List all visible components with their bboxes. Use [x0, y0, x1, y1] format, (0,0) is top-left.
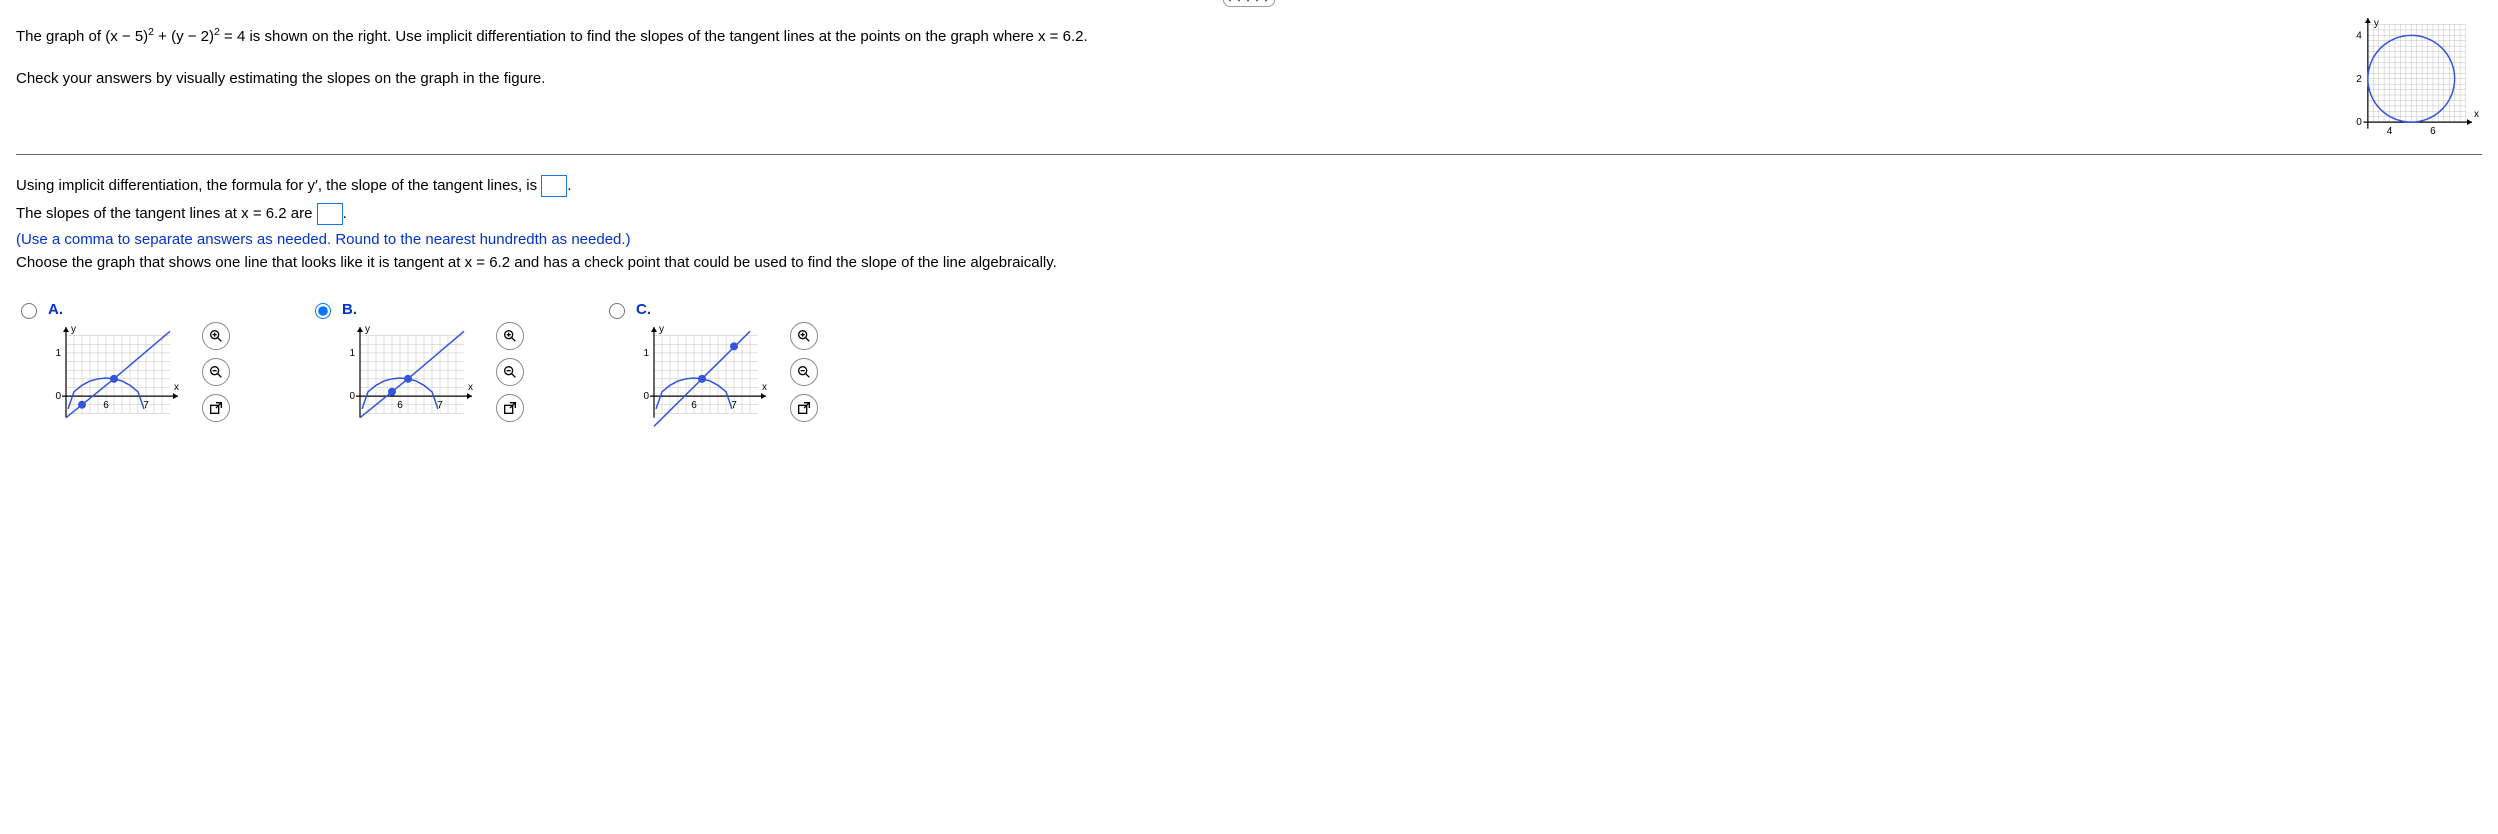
graph-tools — [202, 322, 230, 422]
choice-B: B. 6 7 0 1 x y — [310, 301, 524, 432]
choice-graph: 6 7 0 1 x y — [342, 322, 482, 432]
zoom-out-button[interactable] — [496, 358, 524, 386]
popout-icon — [796, 400, 812, 416]
svg-text:x: x — [762, 382, 767, 393]
svg-text:x: x — [174, 382, 179, 393]
zoom-in-icon — [502, 328, 518, 344]
svg-text:1: 1 — [349, 348, 355, 359]
svg-text:4: 4 — [2387, 126, 2393, 137]
zoom-out-button[interactable] — [202, 358, 230, 386]
svg-text:0: 0 — [349, 391, 355, 402]
svg-text:1: 1 — [643, 348, 649, 359]
svg-text:6: 6 — [397, 400, 403, 411]
svg-text:4: 4 — [2356, 30, 2362, 41]
zoom-out-icon — [796, 364, 812, 380]
zoom-in-button[interactable] — [202, 322, 230, 350]
choice-label: C. — [636, 301, 818, 318]
q-line1-mid: + (y − 2) — [154, 28, 214, 45]
question-header: The graph of (x − 5)2 + (y − 2)2 = 4 is … — [16, 8, 2482, 138]
choices-container: A. 6 7 0 1 x y B. 6 7 0 1 x y C. 6 7 0 1 x y — [16, 301, 2482, 432]
svg-text:6: 6 — [691, 400, 697, 411]
q-line1-post: = 4 is shown on the right. Use implicit … — [220, 28, 1088, 45]
popout-button[interactable] — [790, 394, 818, 422]
choice-graph: 6 7 0 1 x y — [636, 322, 776, 432]
divider-handle-icon[interactable]: • • • • • — [1223, 0, 1275, 7]
choice-C: C. 6 7 0 1 x y — [604, 301, 818, 432]
slopes-input[interactable] — [317, 203, 343, 225]
svg-text:x: x — [468, 382, 473, 393]
main-circle-graph: 4 6 0 2 4 x y — [2352, 8, 2482, 138]
yprime-input[interactable] — [541, 175, 567, 197]
graph-tools — [790, 322, 818, 422]
svg-text:y: y — [71, 324, 76, 335]
zoom-out-icon — [502, 364, 518, 380]
svg-text:y: y — [659, 324, 664, 335]
svg-text:7: 7 — [437, 400, 443, 411]
choice-radio-B[interactable] — [315, 303, 331, 319]
svg-text:6: 6 — [2430, 126, 2436, 137]
choice-label: A. — [48, 301, 230, 318]
q-line2: Check your answers by visually estimatin… — [16, 65, 2352, 92]
zoom-out-icon — [208, 364, 224, 380]
svg-text:0: 0 — [2356, 117, 2362, 128]
graph-tools — [496, 322, 524, 422]
svg-text:0: 0 — [55, 391, 61, 402]
svg-text:1: 1 — [55, 348, 61, 359]
answers-section: Using implicit differentiation, the form… — [16, 175, 2482, 432]
popout-icon — [208, 400, 224, 416]
zoom-out-button[interactable] — [790, 358, 818, 386]
svg-text:6: 6 — [103, 400, 109, 411]
choice-radio-C[interactable] — [609, 303, 625, 319]
svg-text:2: 2 — [2356, 74, 2362, 85]
rounding-note: (Use a comma to separate answers as need… — [16, 231, 2482, 248]
prompt2-pre: The slopes of the tangent lines at x = 6… — [16, 205, 317, 222]
svg-text:0: 0 — [643, 391, 649, 402]
prompt1-pre: Using implicit differentiation, the form… — [16, 177, 541, 194]
choice-label: B. — [342, 301, 524, 318]
svg-text:y: y — [365, 324, 370, 335]
choice-radio-A[interactable] — [21, 303, 37, 319]
question-text: The graph of (x − 5)2 + (y − 2)2 = 4 is … — [16, 8, 2352, 107]
svg-text:7: 7 — [143, 400, 149, 411]
popout-icon — [502, 400, 518, 416]
zoom-in-button[interactable] — [790, 322, 818, 350]
prompt3: Choose the graph that shows one line tha… — [16, 254, 2482, 271]
section-divider — [16, 154, 2482, 155]
svg-text:x: x — [2474, 109, 2479, 120]
zoom-in-button[interactable] — [496, 322, 524, 350]
svg-text:y: y — [2374, 18, 2379, 29]
zoom-in-icon — [208, 328, 224, 344]
svg-text:7: 7 — [731, 400, 737, 411]
popout-button[interactable] — [496, 394, 524, 422]
zoom-in-icon — [796, 328, 812, 344]
choice-A: A. 6 7 0 1 x y — [16, 301, 230, 432]
popout-button[interactable] — [202, 394, 230, 422]
choice-graph: 6 7 0 1 x y — [48, 322, 188, 432]
q-line1-pre: The graph of (x − 5) — [16, 28, 148, 45]
prompt1-post: . — [567, 177, 571, 194]
prompt2-post: . — [343, 205, 347, 222]
